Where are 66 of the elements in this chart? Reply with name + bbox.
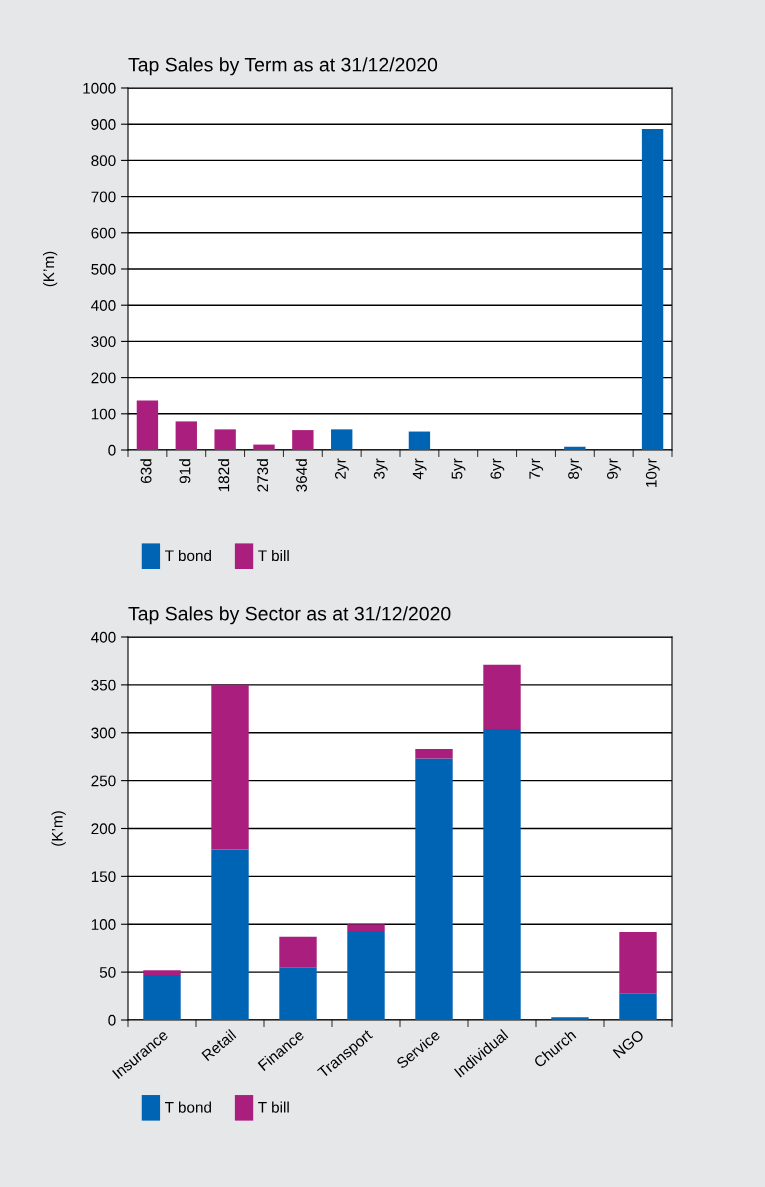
y-tick-label: 500	[91, 263, 116, 275]
x-tick-label: 8yr	[568, 458, 582, 479]
x-tick-label: 63d	[140, 459, 152, 484]
bar	[415, 758, 453, 1020]
y-tick-label: 600	[91, 227, 116, 239]
bar	[136, 400, 159, 450]
x-tick-label: 6yr	[490, 458, 505, 479]
bar	[415, 749, 453, 759]
bar	[211, 849, 249, 1020]
y-tick-label: 200	[91, 823, 116, 835]
y-tick-label: 250	[91, 775, 116, 787]
y-tick-label: 300	[91, 336, 116, 348]
bar	[214, 429, 236, 450]
x-tick-label: 364d	[295, 459, 307, 492]
y-tick-label: 50	[99, 966, 116, 978]
bar	[279, 967, 317, 1020]
y-tick-label: 800	[91, 155, 116, 167]
x-tick-label: 7yr	[529, 458, 544, 479]
chart-title: Tap Sales by Term as at 31/12/2020	[128, 57, 438, 76]
bar	[211, 684, 249, 850]
bar	[292, 430, 314, 450]
y-tick-label: 100	[91, 408, 116, 420]
bar	[253, 444, 275, 450]
y-tick-label: 100	[91, 919, 116, 930]
y-tick-label: 700	[91, 191, 116, 203]
y-tick-label: 900	[91, 119, 116, 130]
bar	[347, 924, 385, 931]
y-tick-label: 350	[91, 679, 116, 691]
x-tick-label: 273d	[256, 459, 269, 492]
y-axis-title: (K’m)	[51, 811, 66, 846]
bar	[483, 728, 521, 1020]
y-tick-label: 400	[91, 631, 116, 643]
y-axis-title: (K’m)	[42, 251, 58, 287]
bar	[619, 931, 657, 994]
bar	[143, 970, 181, 975]
x-tick-label: 3yr	[373, 458, 388, 479]
y-tick-label: 150	[91, 871, 116, 883]
bar	[551, 1017, 589, 1020]
legend-label: T bond	[165, 549, 211, 562]
y-tick-label: 400	[91, 300, 116, 311]
bar	[279, 936, 317, 968]
bar	[143, 975, 181, 1020]
y-tick-label: 300	[91, 727, 116, 739]
bar	[483, 664, 521, 729]
y-tick-label: 0	[108, 1014, 116, 1026]
legend-label: T bill	[258, 1101, 289, 1113]
bar	[619, 993, 657, 1020]
y-tick-label: 0	[108, 444, 116, 456]
x-tick-label: 182d	[218, 459, 230, 492]
y-tick-label: 200	[91, 372, 116, 384]
x-tick-label: 5yr	[451, 458, 466, 479]
bar	[564, 446, 586, 450]
bar	[641, 128, 664, 450]
y-tick-label: 1000	[83, 82, 116, 94]
bar	[331, 429, 353, 450]
legend-label: T bond	[165, 1101, 211, 1113]
legend-label: T bill	[258, 549, 289, 562]
x-tick-label: 91d	[179, 459, 191, 484]
x-tick-label: 2yr	[335, 458, 349, 479]
x-tick-label: 4yr	[412, 458, 427, 480]
x-tick-label: 10yr	[645, 458, 660, 487]
chart-title: Tap Sales by Sector as at 31/12/2020	[128, 606, 451, 625]
x-tick-label: 9yr	[607, 458, 621, 479]
bar	[347, 930, 385, 1020]
bar	[408, 431, 431, 450]
bar	[175, 421, 197, 450]
